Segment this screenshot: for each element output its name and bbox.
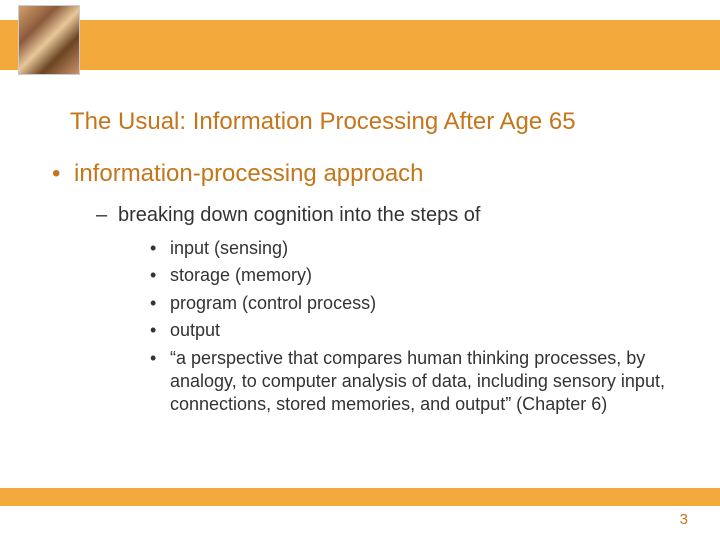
content-area: information-processing approach breaking… xyxy=(48,160,678,421)
header-accent-bar xyxy=(0,20,720,70)
footer-accent-bar xyxy=(0,488,720,506)
bullet-level3-item: “a perspective that compares human think… xyxy=(48,347,678,417)
bullet-level2: breaking down cognition into the steps o… xyxy=(48,204,678,227)
bullet-level3-item: input (sensing) xyxy=(48,237,678,260)
bullet-level3-item: program (control process) xyxy=(48,292,678,315)
bullet-level3-item: storage (memory) xyxy=(48,264,678,287)
header-decorative-image xyxy=(18,5,80,75)
slide-title: The Usual: Information Processing After … xyxy=(70,108,576,136)
page-number: 3 xyxy=(680,511,688,528)
bullet-level3-item: output xyxy=(48,319,678,342)
bullet-level1: information-processing approach xyxy=(48,160,678,188)
